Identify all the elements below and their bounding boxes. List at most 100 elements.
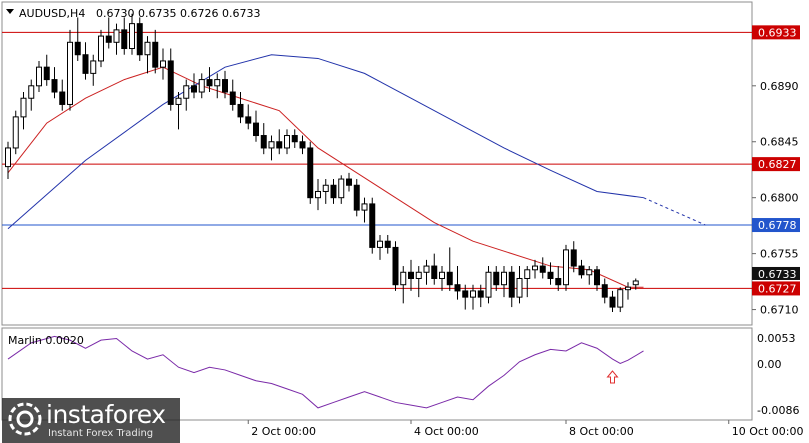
candle-bear [276, 141, 283, 149]
candle-bear [446, 271, 453, 286]
current-price-label: 0.6733 [758, 268, 797, 281]
candle-bull [268, 141, 275, 149]
candle-bear [454, 284, 461, 292]
candle-bear [191, 85, 197, 93]
time-tick-label: 2 Oct 00:00 [251, 425, 316, 438]
symbol-menu-icon[interactable] [6, 9, 14, 14]
candle-bull [36, 66, 42, 87]
time-tick-label: 10 Oct 00:00 [732, 425, 804, 438]
candle-bull [284, 135, 290, 149]
candle-bear [245, 116, 252, 124]
price-tick-label: 0.6890 [760, 80, 799, 93]
candle-bull [198, 79, 205, 93]
candle-bull [322, 184, 329, 192]
ohlc-values: 0.6730 0.6735 0.6726 0.6733 [96, 7, 260, 20]
candle-bear [167, 60, 174, 105]
instaforex-logo-icon [8, 402, 42, 436]
candle-bear [291, 135, 298, 143]
indicator-tick-top: 0.0053 [757, 332, 796, 345]
level-tag-label: 0.6933 [758, 26, 797, 39]
candle-bear [539, 265, 546, 273]
candle-bull [439, 271, 445, 279]
level-tag [752, 281, 800, 296]
price-tick-label: 0.6800 [760, 192, 799, 205]
indicator-tick-zero: 0.00 [757, 358, 782, 371]
candle-bear [74, 41, 81, 56]
level-tag [752, 218, 800, 233]
candle-bear [601, 284, 608, 298]
candle-bear [578, 265, 585, 276]
indicator-label: Marlin 0.0020 [8, 334, 84, 347]
price-tick-label: 0.6710 [760, 304, 799, 317]
candle-bull [67, 41, 73, 105]
candle-bull [144, 41, 151, 56]
candle-bear [43, 66, 50, 81]
brand-tagline: Instant Forex Trading [48, 428, 154, 439]
candle-bear [570, 249, 577, 267]
candle-bull [423, 265, 430, 273]
candle-bull [175, 97, 182, 105]
candle-bull [632, 280, 639, 286]
current-price-tag [752, 266, 800, 280]
candle-bull [532, 265, 538, 271]
candle-bear [59, 91, 66, 105]
brand-name: instaforex [46, 400, 166, 429]
candle-bull [516, 277, 523, 298]
candle-bull [214, 79, 221, 87]
candle-bull [470, 290, 476, 298]
candle-bull [377, 240, 383, 248]
candle-bull [338, 178, 345, 199]
price-tick-label: 0.6755 [760, 248, 799, 261]
time-tick-label: 8 Oct 00:00 [569, 425, 634, 438]
time-tick-label: 4 Oct 00:00 [414, 425, 479, 438]
candle-bull [361, 203, 368, 211]
candle-bear [508, 271, 515, 298]
candle-bear [206, 79, 213, 87]
candle-bull [12, 116, 19, 149]
candle-bear [121, 29, 128, 50]
candle-bear [353, 184, 360, 211]
level-tag-label: 0.6827 [758, 158, 797, 171]
moving-average-line [7, 66, 644, 288]
candle-bull [315, 190, 321, 199]
candle-bull [20, 97, 27, 118]
candle-bull [563, 249, 569, 286]
indicator-panel-frame [1, 327, 753, 421]
moving-average-line [7, 54, 644, 230]
candle-bear [105, 35, 112, 43]
candle-bear [493, 271, 500, 286]
candle-bear [307, 147, 314, 199]
candle-bull [400, 271, 407, 286]
candle-bull [113, 29, 120, 43]
candle-bull [160, 60, 166, 68]
candle-bull [586, 269, 593, 276]
candle-bear [51, 79, 58, 93]
candle-bear [222, 79, 228, 93]
candle-bear [547, 271, 554, 279]
candle-bear [408, 271, 414, 279]
candle-bear [477, 290, 484, 298]
candle-bear [260, 135, 267, 149]
up-arrow-icon [606, 370, 619, 384]
candle-bull [485, 271, 492, 298]
candle-bear [299, 141, 306, 149]
candle-bear [431, 265, 438, 279]
candle-bear [237, 103, 244, 118]
candle-bull [129, 23, 135, 50]
candle-bear [392, 246, 399, 286]
candle-bear [462, 290, 469, 298]
candle-bear [253, 122, 259, 137]
candle-bull [183, 85, 190, 99]
candle-bull [5, 147, 11, 168]
candle-bull [625, 286, 631, 291]
level-tag-label: 0.6727 [758, 282, 797, 295]
candle-bull [501, 271, 507, 286]
instaforex-watermark: instaforex Instant Forex Trading [2, 398, 180, 443]
candle-bear [82, 54, 89, 74]
level-tag [752, 25, 800, 40]
candle-bull [524, 269, 531, 279]
candle-bull [415, 271, 422, 279]
moving-average-projection [643, 197, 706, 226]
candle-bear [346, 178, 352, 186]
